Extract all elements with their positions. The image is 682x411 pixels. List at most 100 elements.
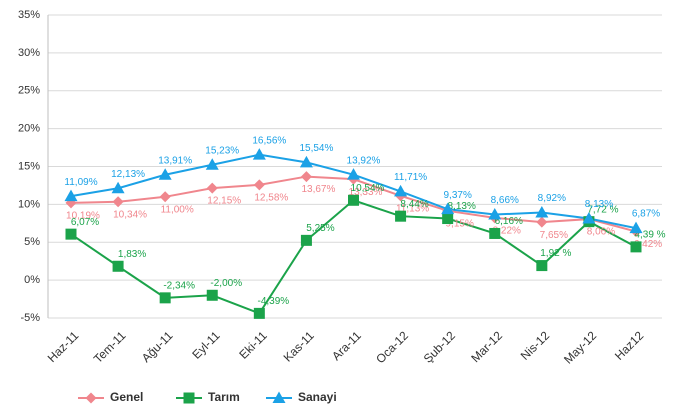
x-tick-label: Haz12 [612,328,647,363]
x-tick-label: Haz-11 [45,328,82,365]
point [348,194,359,206]
point [630,241,642,253]
data-label: 8,92% [538,193,566,204]
data-label: 8,13% [447,201,475,212]
y-tick-label: 10% [18,198,40,210]
point [206,289,218,301]
data-label: 7,72 % [587,204,618,215]
data-label: 13,67% [301,184,335,195]
y-tick-label: 20% [18,123,40,135]
y-tick-label: 15% [18,160,40,172]
point [395,210,407,222]
data-label: 12,58% [254,192,288,203]
data-label: 7,65% [540,230,568,241]
data-label: 10,54% [351,183,385,194]
x-tick-label: Eyl-11 [189,328,223,362]
point [206,182,218,194]
data-label: 5,25% [306,223,334,234]
x-tick-label: Kas-11 [281,328,317,364]
point [489,227,501,239]
legend-label: Genel [110,390,143,404]
data-label: 8,66% [491,195,519,206]
data-label: 11,09% [64,177,97,188]
point [441,202,455,215]
data-label: 11,71% [394,172,427,183]
y-tick-label: 30% [18,47,40,59]
data-label: 8,44% [400,199,428,210]
legend-item: Genel [78,390,143,404]
y-tick-label: 25% [18,85,40,97]
point [112,260,124,272]
y-tick-label: 0% [24,274,40,286]
point [253,179,265,191]
data-label: 6,42% [634,239,662,250]
point [112,196,124,208]
point [347,168,360,180]
point [64,189,78,202]
point [158,168,172,180]
data-label: 8,13% [585,199,613,210]
data-label: -4,39% [257,296,289,307]
point [442,213,454,225]
data-label: 6,87% [632,209,660,220]
x-tick-label: Şub-12 [421,328,458,365]
data-label: 9,15% [445,218,473,229]
data-label: 6,07% [71,217,99,228]
data-label: 12,13% [111,169,145,180]
point [536,260,548,272]
point [488,208,502,220]
x-tick-label: May-12 [561,328,599,366]
data-label: 15,54% [299,143,333,154]
x-tick-label: Ağu-11 [139,328,176,365]
point [252,148,266,160]
data-label: 1,92 % [540,248,571,259]
data-label: 12,15% [207,196,241,207]
legend-marker [272,391,286,403]
legend-marker [85,392,97,404]
x-tick-label: Tem-11 [91,328,129,366]
x-tick-label: Mar-12 [468,328,505,365]
y-tick-label: -5% [20,312,40,324]
data-label: 10,34% [113,209,147,220]
point [536,216,548,228]
data-label: 9,37% [443,190,471,201]
legend-item: Tarım [176,390,240,404]
legend-marker [183,392,195,404]
point [253,307,265,319]
data-label: 16,56% [252,135,286,146]
point [65,228,77,240]
data-label: -2,34% [163,280,195,291]
point [300,171,312,183]
data-label: 13,91% [158,155,192,166]
legend-label: Sanayi [298,390,337,404]
data-label: 8,22% [493,225,521,236]
data-label: 8,06% [587,227,615,238]
point [159,292,171,304]
point [535,206,549,218]
x-tick-label: Nis-12 [518,328,553,363]
data-label: 15,23% [205,145,239,156]
data-label: -2,00% [210,278,242,289]
data-label: 13,92% [347,155,381,166]
point [111,181,125,194]
data-label: 6,16% [495,216,523,227]
point [629,221,643,234]
y-tick-label: 35% [18,9,40,21]
x-tick-label: Ara-11 [329,328,364,363]
data-label: 11,00% [161,204,194,215]
point [299,155,313,168]
data-label: 1,83% [118,249,146,260]
data-label: 10,19% [66,211,100,222]
point [159,191,171,203]
point [394,184,408,197]
x-tick-label: Eki-11 [236,328,270,362]
legend-label: Tarım [208,390,240,404]
y-tick-label: 5% [24,236,40,248]
data-label: 11,13% [396,203,429,214]
legend-item: Sanayi [266,390,337,404]
x-tick-label: Oca-12 [373,328,411,366]
point [300,234,312,246]
data-label: 4,39 % [634,230,665,241]
data-label: 13,33% [349,187,383,198]
